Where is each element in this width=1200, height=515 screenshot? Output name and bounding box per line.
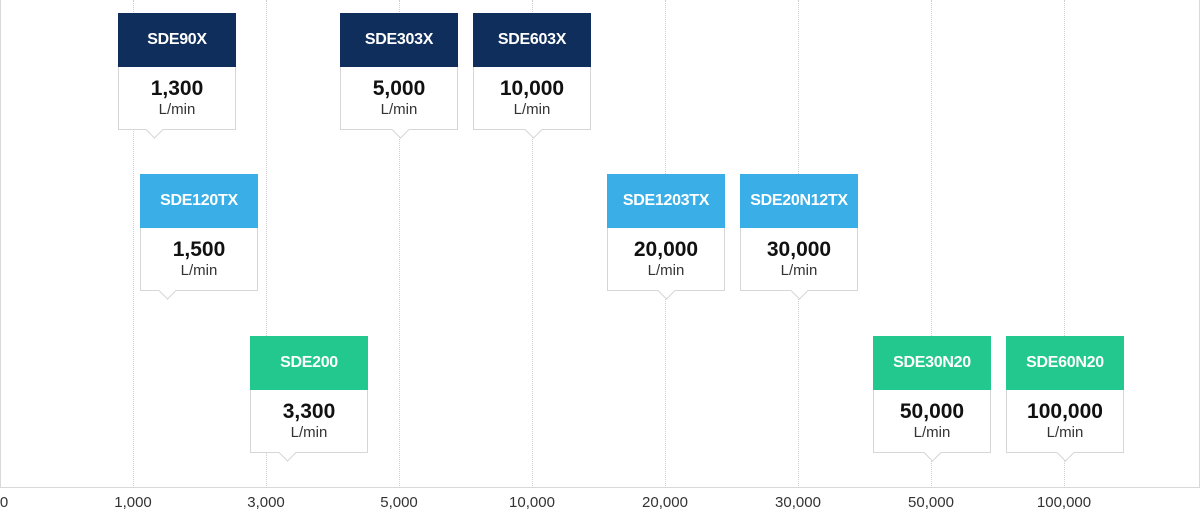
model-value-box: 1,300 L/min [118, 67, 236, 139]
model-value-box: 100,000 L/min [1006, 390, 1124, 462]
model-callout: SDE90X 1,300 L/min [118, 13, 236, 139]
model-name: SDE303X [340, 13, 458, 67]
gridline [133, 0, 134, 488]
model-value-box: 20,000 L/min [607, 228, 725, 300]
x-tick-label: 1,000 [114, 494, 152, 511]
flow-unit: L/min [380, 101, 418, 118]
gridline [931, 0, 932, 488]
gridline [266, 0, 267, 488]
model-value-box: 50,000 L/min [873, 390, 991, 462]
model-value-box: 1,500 L/min [140, 228, 258, 300]
model-callout: SDE200 3,300 L/min [250, 336, 368, 462]
gridline [1064, 0, 1065, 488]
flow-value: 3,300 [282, 400, 336, 423]
model-callout: SDE120TX 1,500 L/min [140, 174, 258, 300]
x-tick-label: 100,000 [1036, 494, 1092, 511]
model-name: SDE60N20 [1006, 336, 1124, 390]
model-name: SDE90X [118, 13, 236, 67]
x-tick-label: 20,000 [642, 494, 688, 511]
flow-value: 100,000 [1027, 400, 1103, 423]
model-value-box: 10,000 L/min [473, 67, 591, 139]
model-callout: SDE30N20 50,000 L/min [873, 336, 991, 462]
model-name: SDE120TX [140, 174, 258, 228]
model-name: SDE1203TX [607, 174, 725, 228]
model-callout: SDE20N12TX 30,000 L/min [740, 174, 858, 300]
model-name: SDE200 [250, 336, 368, 390]
flow-unit: L/min [780, 262, 818, 279]
flow-unit: L/min [180, 262, 218, 279]
flow-value: 1,300 [150, 77, 204, 100]
x-tick-label: 50,000 [908, 494, 954, 511]
flow-unit: L/min [513, 101, 551, 118]
flow-value: 20,000 [633, 238, 699, 261]
x-tick-label: 30,000 [775, 494, 821, 511]
model-value-box: 3,300 L/min [250, 390, 368, 462]
flow-unit: L/min [290, 424, 328, 441]
x-tick-label: 0 [0, 494, 9, 511]
flow-value: 10,000 [499, 77, 565, 100]
gridline [399, 0, 400, 488]
flow-value: 1,500 [172, 238, 226, 261]
flow-value: 5,000 [372, 77, 426, 100]
x-tick-label: 5,000 [380, 494, 418, 511]
model-callout: SDE60N20 100,000 L/min [1006, 336, 1124, 462]
flow-unit: L/min [1046, 424, 1084, 441]
model-callout: SDE1203TX 20,000 L/min [607, 174, 725, 300]
flow-unit: L/min [913, 424, 951, 441]
flow-unit: L/min [158, 101, 196, 118]
x-tick-label: 10,000 [509, 494, 555, 511]
gridline [532, 0, 533, 488]
model-callout: SDE603X 10,000 L/min [473, 13, 591, 139]
model-value-box: 30,000 L/min [740, 228, 858, 300]
model-name: SDE30N20 [873, 336, 991, 390]
model-callout: SDE303X 5,000 L/min [340, 13, 458, 139]
flow-unit: L/min [647, 262, 685, 279]
flow-value: 30,000 [766, 238, 832, 261]
flow-value: 50,000 [899, 400, 965, 423]
x-tick-label: 3,000 [247, 494, 285, 511]
model-name: SDE20N12TX [740, 174, 858, 228]
model-value-box: 5,000 L/min [340, 67, 458, 139]
model-name: SDE603X [473, 13, 591, 67]
